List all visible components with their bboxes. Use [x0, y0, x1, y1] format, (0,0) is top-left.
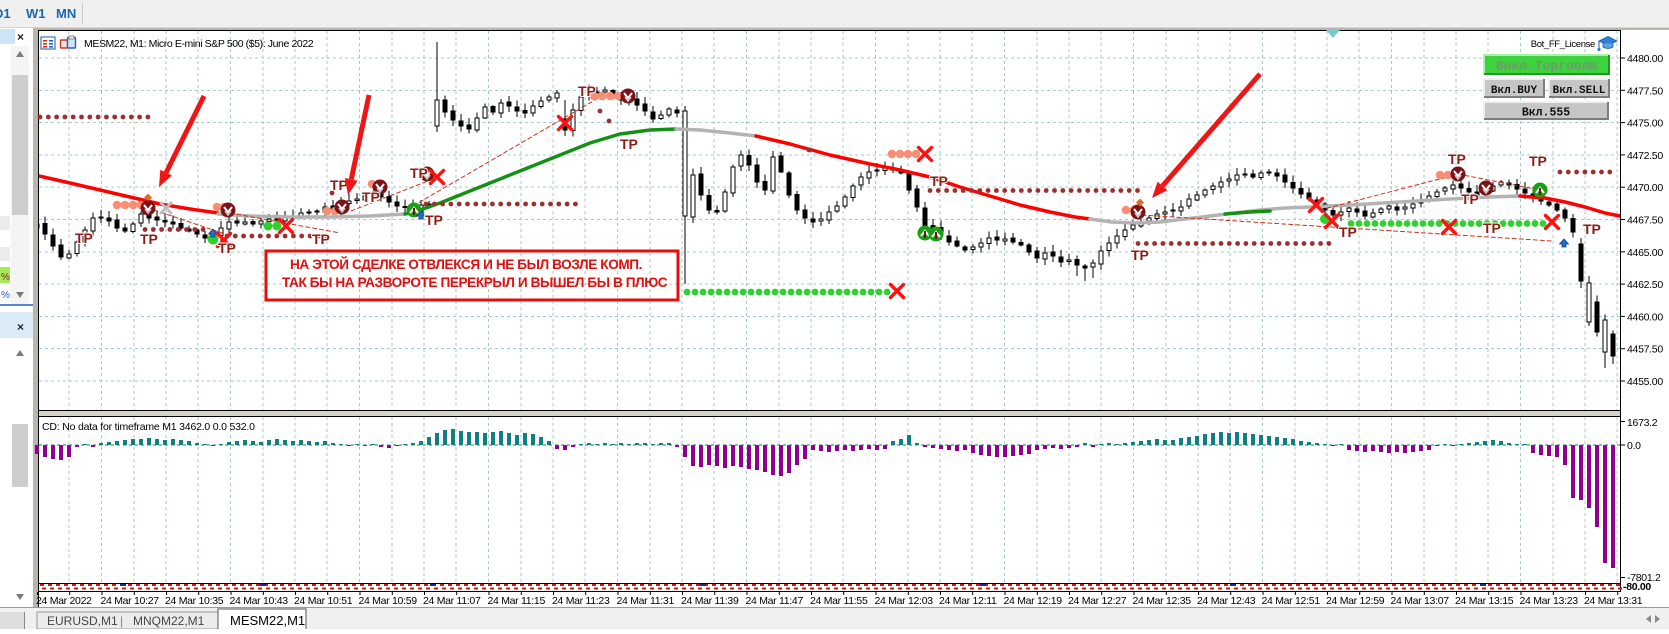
svg-text:4455.00: 4455.00 — [1627, 376, 1663, 388]
svg-text:×: × — [17, 320, 24, 334]
svg-text:TP: TP — [218, 240, 236, 256]
svg-text:4460.00: 4460.00 — [1627, 311, 1663, 323]
svg-text:24 Mar 10:27: 24 Mar 10:27 — [101, 595, 160, 607]
svg-text:24 Mar 11:31: 24 Mar 11:31 — [617, 595, 675, 607]
svg-text:0.0: 0.0 — [1627, 440, 1641, 452]
svg-text:-80.00: -80.00 — [1623, 581, 1651, 593]
svg-text:24 Mar 10:43: 24 Mar 10:43 — [230, 595, 289, 607]
svg-text:24 Mar 10:59: 24 Mar 10:59 — [359, 595, 418, 607]
svg-text:TP: TP — [578, 83, 596, 99]
svg-text:MESM22, M1: Micro E-mini S&P: MESM22, M1: Micro E-mini S&P 500 ($5): J… — [84, 38, 314, 50]
svg-text:24 Mar 13:15: 24 Mar 13:15 — [1455, 595, 1514, 607]
svg-text:TP: TP — [410, 165, 428, 181]
svg-text:TP: TP — [620, 136, 638, 152]
svg-text:×: × — [17, 30, 24, 44]
svg-text:24 Mar 12:43: 24 Mar 12:43 — [1197, 595, 1256, 607]
svg-text:Вкл.SELL: Вкл.SELL — [1553, 85, 1606, 97]
svg-text:TP: TP — [330, 177, 348, 193]
svg-text:TP: TP — [1529, 153, 1547, 169]
svg-text:4477.50: 4477.50 — [1627, 85, 1663, 97]
svg-text:ТАК БЫ НА РАЗВОРОТЕ ПЕРЕКРЫЛ И: ТАК БЫ НА РАЗВОРОТЕ ПЕРЕКРЫЛ И ВЫШЕЛ БЫ … — [282, 275, 668, 290]
svg-text:%: % — [1, 290, 10, 301]
svg-text:4470.00: 4470.00 — [1627, 182, 1663, 194]
svg-text:Bot_FF_License: Bot_FF_License — [1531, 39, 1595, 50]
svg-text:4462.50: 4462.50 — [1627, 279, 1663, 291]
svg-text:24 Mar 11:55: 24 Mar 11:55 — [810, 595, 868, 607]
svg-text:24 Mar 12:51: 24 Mar 12:51 — [1262, 595, 1321, 607]
svg-text:TP: TP — [425, 212, 443, 228]
svg-text:24 Mar 10:35: 24 Mar 10:35 — [165, 595, 224, 607]
svg-text:4467.50: 4467.50 — [1627, 215, 1663, 227]
svg-text:4475.00: 4475.00 — [1627, 118, 1663, 130]
svg-text:-7801.2: -7801.2 — [1627, 572, 1661, 584]
svg-text:TP: TP — [312, 231, 330, 247]
svg-text:24 Mar 11:23: 24 Mar 11:23 — [552, 595, 610, 607]
svg-text:24 Mar 11:15: 24 Mar 11:15 — [488, 595, 546, 607]
svg-text:24 Mar 13:31: 24 Mar 13:31 — [1584, 595, 1643, 607]
svg-text:24 Mar 12:27: 24 Mar 12:27 — [1068, 595, 1127, 607]
svg-text:24 Mar 2022: 24 Mar 2022 — [36, 595, 92, 607]
svg-text:EURUSD,M1: EURUSD,M1 — [47, 614, 118, 628]
svg-text:TP: TP — [1448, 151, 1466, 167]
svg-text:TP: TP — [1131, 247, 1149, 263]
svg-text:24 Mar 12:59: 24 Mar 12:59 — [1326, 595, 1385, 607]
svg-text:|: | — [120, 614, 123, 628]
svg-text:24 Mar 11:07: 24 Mar 11:07 — [423, 595, 481, 607]
svg-text:24 Mar 11:47: 24 Mar 11:47 — [746, 595, 804, 607]
svg-text:TP: TP — [140, 231, 158, 247]
svg-text:24 Mar 12:35: 24 Mar 12:35 — [1133, 595, 1192, 607]
svg-text:24 Mar 11:39: 24 Mar 11:39 — [681, 595, 739, 607]
svg-text:TP: TP — [1583, 221, 1601, 237]
svg-text:TP: TP — [1483, 220, 1501, 236]
svg-text:TP: TP — [930, 173, 948, 189]
svg-text:4457.50: 4457.50 — [1627, 344, 1663, 356]
svg-text:4465.00: 4465.00 — [1627, 247, 1663, 259]
svg-text:24 Mar 12:03: 24 Mar 12:03 — [875, 595, 934, 607]
svg-text:TP: TP — [362, 189, 380, 205]
svg-text:24 Mar 10:51: 24 Mar 10:51 — [294, 595, 353, 607]
svg-text:1673.2: 1673.2 — [1627, 417, 1658, 429]
svg-text:24 Mar 13:23: 24 Mar 13:23 — [1520, 595, 1579, 607]
svg-text:Вкл.BUY: Вкл.BUY — [1491, 85, 1538, 97]
svg-text:НА ЭТОЙ СДЕЛКЕ ОТВЛЕКСЯ И НЕ Б: НА ЭТОЙ СДЕЛКЕ ОТВЛЕКСЯ И НЕ БЫЛ ВОЗЛЕ К… — [290, 257, 642, 272]
svg-text:TP: TP — [75, 230, 93, 246]
svg-text:CD: No data for timeframe M1 3: CD: No data for timeframe M1 3462.0 0.0 … — [42, 421, 255, 433]
svg-text:MN: MN — [56, 6, 76, 21]
svg-text:Вкл.555: Вкл.555 — [1522, 107, 1570, 120]
svg-text:24 Mar 12:19: 24 Mar 12:19 — [1004, 595, 1063, 607]
svg-text:TP: TP — [1339, 224, 1357, 240]
svg-text:MESM22,M1: MESM22,M1 — [230, 613, 305, 628]
svg-text:TP: TP — [1461, 191, 1479, 207]
svg-text:24 Mar 12:11: 24 Mar 12:11 — [939, 595, 997, 607]
svg-text:4480.00: 4480.00 — [1627, 53, 1663, 65]
svg-text:MNQM22,M1: MNQM22,M1 — [133, 614, 205, 628]
svg-text:W1: W1 — [26, 6, 46, 21]
svg-text:Выкл.Торговлю: Выкл.Торговлю — [1496, 59, 1598, 74]
svg-text:4472.50: 4472.50 — [1627, 150, 1663, 162]
svg-text:24 Mar 13:07: 24 Mar 13:07 — [1391, 595, 1450, 607]
svg-text:%: % — [1, 272, 10, 283]
svg-text:D1: D1 — [0, 6, 11, 21]
